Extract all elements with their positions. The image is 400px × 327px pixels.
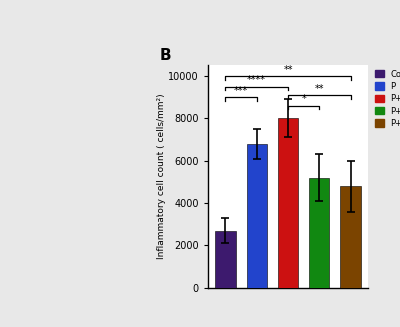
Bar [246,144,267,288]
Bar [215,231,236,288]
Text: ***: *** [234,86,248,96]
Legend: Control, P, P+TMAO, P+TMAO+DMB, P+DMB: Control, P, P+TMAO, P+TMAO+DMB, P+DMB [375,70,400,128]
Bar [278,118,298,288]
Text: ****: **** [247,75,266,85]
Text: **: ** [283,65,293,75]
Text: B: B [160,48,172,62]
Text: *: * [301,95,306,104]
Bar [340,186,361,288]
Bar [309,178,330,288]
Text: **: ** [314,84,324,94]
Y-axis label: Inflammatory cell count ( cells/mm²): Inflammatory cell count ( cells/mm²) [156,94,166,259]
